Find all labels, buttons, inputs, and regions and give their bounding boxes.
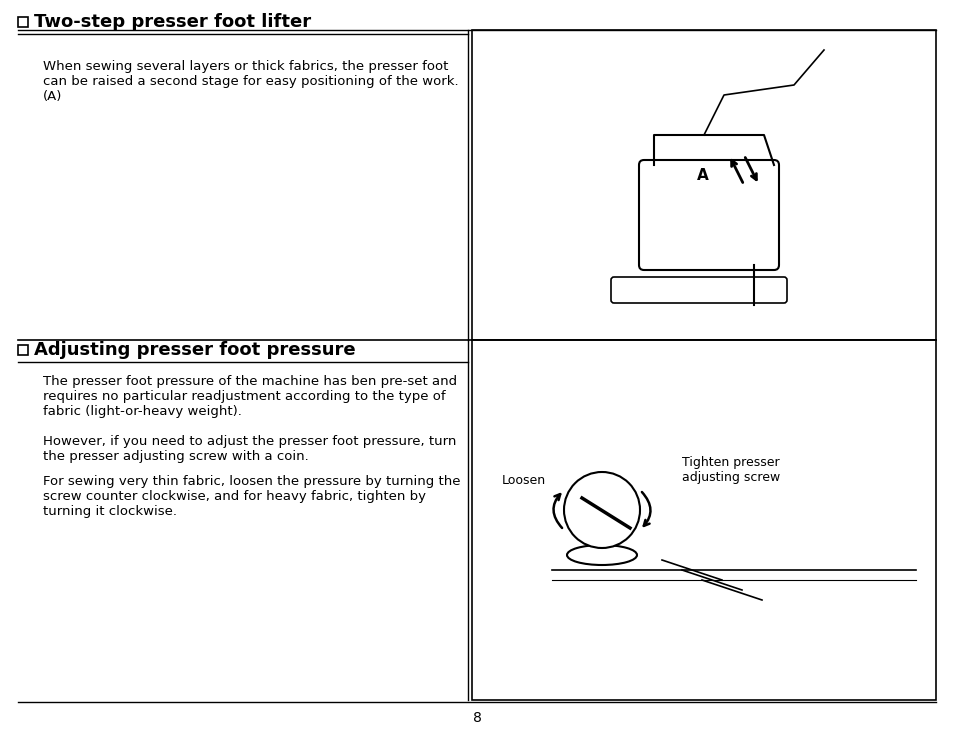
- Bar: [472, 340, 935, 700]
- Text: Tighten presser
adjusting screw: Tighten presser adjusting screw: [681, 456, 780, 484]
- Text: The presser foot pressure of the machine has ben pre-set and
requires no particu: The presser foot pressure of the machine…: [43, 375, 456, 418]
- Text: 8: 8: [472, 711, 481, 725]
- Text: Loosen: Loosen: [501, 474, 545, 486]
- Bar: [18, 17, 28, 27]
- Circle shape: [563, 472, 639, 548]
- Bar: [18, 345, 28, 355]
- Text: A: A: [697, 167, 708, 182]
- Text: For sewing very thin fabric, loosen the pressure by turning the
screw counter cl: For sewing very thin fabric, loosen the …: [43, 475, 460, 518]
- Ellipse shape: [566, 545, 637, 565]
- FancyBboxPatch shape: [610, 277, 786, 303]
- Text: When sewing several layers or thick fabrics, the presser foot
can be raised a se: When sewing several layers or thick fabr…: [43, 60, 458, 103]
- Text: Adjusting presser foot pressure: Adjusting presser foot pressure: [34, 341, 355, 359]
- FancyBboxPatch shape: [639, 160, 779, 270]
- Text: Two-step presser foot lifter: Two-step presser foot lifter: [34, 13, 311, 31]
- Bar: [472, 30, 935, 340]
- Text: However, if you need to adjust the presser foot pressure, turn
the presser adjus: However, if you need to adjust the press…: [43, 435, 456, 463]
